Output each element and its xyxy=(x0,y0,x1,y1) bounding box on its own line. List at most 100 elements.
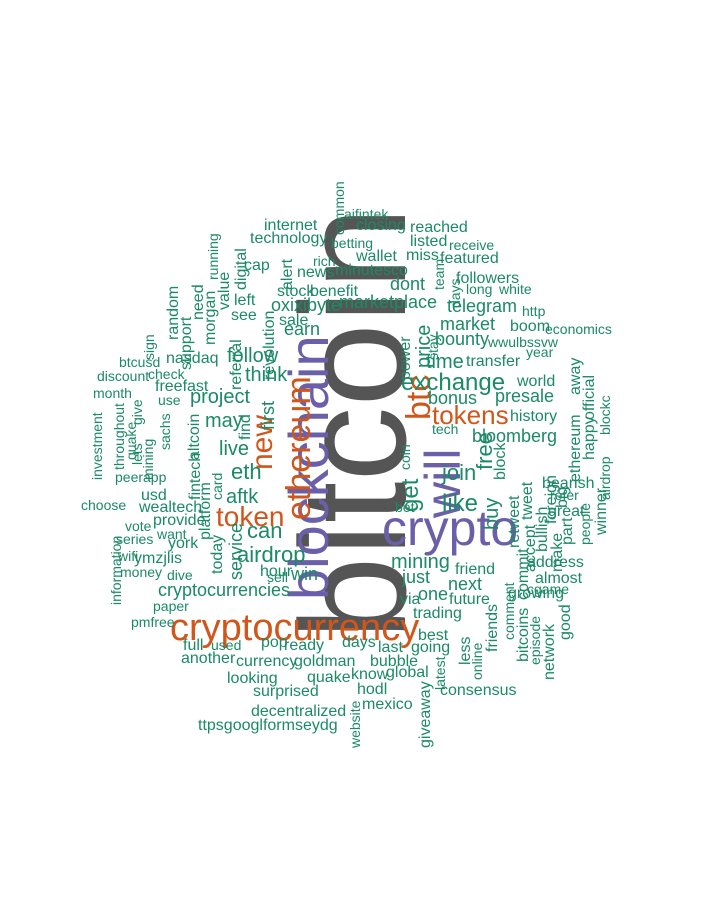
word-mining: mining xyxy=(140,439,156,480)
word-can: can xyxy=(247,518,282,543)
word-month: month xyxy=(93,385,132,401)
word-economics: economics xyxy=(545,321,612,337)
word-friend: friend xyxy=(455,561,495,578)
word-morgan: morgan xyxy=(202,291,219,345)
word-one: one xyxy=(418,584,448,604)
word-mining: mining xyxy=(391,551,450,573)
word-rich: rich xyxy=(313,253,336,269)
word-consensus: consensus xyxy=(440,682,517,699)
word-use: use xyxy=(158,392,181,408)
word-ttpsgooglformseydg: ttpsgooglformseydg xyxy=(198,717,338,734)
word-giveaway: giveaway xyxy=(417,681,434,748)
word-project: project xyxy=(190,386,250,408)
word-bullish: bullish xyxy=(534,507,551,552)
word-discount: discount xyxy=(97,368,149,384)
word-receive: receive xyxy=(449,237,494,253)
word-make: make xyxy=(549,533,566,572)
word-accept: accept xyxy=(522,524,539,572)
word-give: give xyxy=(129,399,145,425)
word-exchange: exchange xyxy=(401,369,505,396)
word-cryptocurrency: cryptocurrency xyxy=(170,607,419,649)
word-global: global xyxy=(386,664,429,681)
word-oxixibyte: oxixibyte xyxy=(271,295,341,315)
word-wealtech: wealtech xyxy=(138,499,202,516)
word-just: just xyxy=(401,567,430,587)
word-address: address xyxy=(527,554,584,571)
word-benefit: benefit xyxy=(310,283,359,300)
word-good: good xyxy=(557,604,574,640)
word-reached: reached xyxy=(410,219,468,236)
word-closing: closing xyxy=(356,217,406,234)
word-money: money xyxy=(120,564,162,580)
word-check: check xyxy=(148,366,186,382)
word-pop: pop xyxy=(261,634,288,651)
word-support: support xyxy=(178,316,195,370)
word-btc: btc xyxy=(400,375,438,420)
word-sign: sign xyxy=(141,334,157,360)
word-news: news xyxy=(297,264,334,281)
word-goldman: goldman xyxy=(294,653,355,670)
word-bet: bet xyxy=(395,499,415,515)
word-platform: platform xyxy=(197,482,214,540)
word-referral: referral xyxy=(228,339,245,390)
word-nasdaq: nasdaq xyxy=(166,350,219,367)
word-see: see xyxy=(231,307,257,324)
word-foreign: foreign xyxy=(543,475,560,524)
word-internet: internet xyxy=(264,217,318,234)
word-wifi: wifi xyxy=(117,548,138,564)
word-betting: betting xyxy=(331,235,373,251)
word-stock: stock xyxy=(277,283,315,300)
word-official: official xyxy=(581,375,598,420)
word-long: long xyxy=(466,281,492,297)
word-token: token xyxy=(216,501,285,532)
word-looking: looking xyxy=(227,670,278,687)
word-sale: sale xyxy=(279,312,308,329)
word-freefast: freefast xyxy=(155,378,209,395)
word-provide: provide xyxy=(153,512,206,529)
word-investment: investment xyxy=(89,412,105,480)
word-think: think xyxy=(245,364,288,386)
word-series: series xyxy=(116,531,153,547)
word-win: win xyxy=(290,564,318,584)
word-episode: episode xyxy=(527,616,543,665)
word-miss: miss xyxy=(406,247,439,264)
word-latest: latest xyxy=(432,656,448,690)
word-history: history xyxy=(510,408,557,425)
word-currency: currency xyxy=(236,653,297,670)
word-time: time xyxy=(426,351,464,373)
word-blockchain: blockchain xyxy=(277,335,340,600)
word-cgame: cgame xyxy=(527,581,569,597)
word-running: running xyxy=(205,233,221,280)
word-hodl: hodl xyxy=(357,681,387,698)
word-bitcoin: bitcoin xyxy=(269,206,437,640)
word-followers: followers xyxy=(456,270,519,287)
word-value: value xyxy=(216,272,233,310)
word-aifintek: aifintek xyxy=(344,206,389,222)
word-year: year xyxy=(526,344,554,360)
word-power: power xyxy=(397,336,414,380)
word-cryptocurrencies: cryptocurrencies xyxy=(158,580,290,600)
word-featured: featured xyxy=(440,250,499,267)
word-growing: growing xyxy=(508,585,564,602)
word-join: join xyxy=(441,460,476,485)
word-part: part xyxy=(559,517,576,545)
word-blockc: blockc xyxy=(597,395,613,435)
word-pmfree: pmfree xyxy=(131,614,175,630)
word-like: like xyxy=(442,490,478,517)
word-eth: eth xyxy=(231,459,262,484)
word-live: live xyxy=(219,438,249,460)
word-network: network xyxy=(541,623,558,680)
word-online: online xyxy=(469,642,485,680)
word-another: another xyxy=(181,650,236,667)
word-away: away xyxy=(567,358,584,395)
word-sell: sell xyxy=(267,569,288,585)
word-tweet: tweet xyxy=(519,481,536,520)
word-digital: digital xyxy=(233,248,250,290)
word-technology: technology xyxy=(250,230,327,247)
word-bounty: bounty xyxy=(435,329,489,349)
word-dont: dont xyxy=(390,274,425,294)
word-listed: listed xyxy=(410,233,447,250)
word-last: last xyxy=(378,639,403,656)
word-telegram: telegram xyxy=(447,296,517,316)
word-crypto: crypto xyxy=(382,500,518,556)
